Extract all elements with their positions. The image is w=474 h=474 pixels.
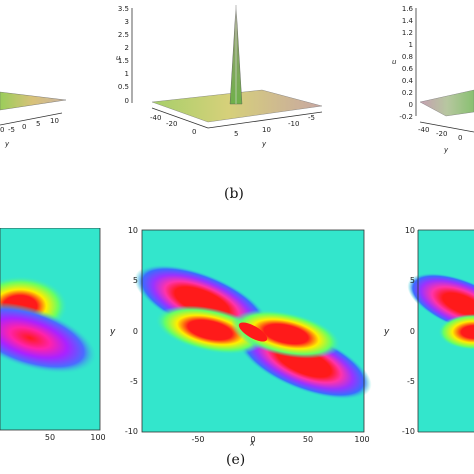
tick-bm-y-2: 0 <box>133 327 138 336</box>
axis-label-br-y: y <box>383 327 390 337</box>
tick-right-x-2: 0 <box>458 134 462 142</box>
axis-label-mid-u: u <box>116 54 121 62</box>
tick-mid-x-2: 0 <box>192 128 196 136</box>
tick-br-y-4: -10 <box>402 427 415 436</box>
tick-bm-y-4: -10 <box>125 427 138 436</box>
tick-bm-x-3: 100 <box>354 435 369 444</box>
axis-label-bm-y: y <box>110 327 116 337</box>
tick-mid-z-0: 3.5 <box>118 5 129 13</box>
tick-mid-z-3: 2 <box>125 44 129 52</box>
tick-br-y-2: 0 <box>410 327 415 336</box>
tick-right-z-1: 1.4 <box>402 17 414 25</box>
tick-mid-y-1: 10 <box>262 126 271 134</box>
surface-right <box>419 89 474 117</box>
tick-right-z-0: 1.6 <box>402 5 414 13</box>
tick-left-y-1: 0 <box>22 123 26 131</box>
tick-br-y-1: 5 <box>410 276 415 285</box>
tick-left-y-0: -5 <box>8 126 15 134</box>
tick-left-y-2: 5 <box>36 120 40 128</box>
caption-e: (e) <box>226 452 246 468</box>
tick-left-y-3: 10 <box>50 117 59 125</box>
tick-bm-x-2: 50 <box>303 435 313 444</box>
surface-plot-middle: 3.5 3 2.5 2 1.5 1 0.5 0 u -40 -20 0 5 10… <box>116 4 323 148</box>
tick-mid-x-1: -20 <box>166 120 177 128</box>
tick-bm-y-1: 5 <box>133 276 138 285</box>
tick-right-z-6: 0.4 <box>402 77 414 85</box>
tick-right-z-4: 0.8 <box>402 53 413 61</box>
tick-right-z-9: -0.2 <box>399 113 413 121</box>
density-plot-middle: 10 5 0 -5 -10 -50 0 50 100 y x <box>110 226 372 447</box>
density-plot-right: 10 5 0 -5 -10 y <box>383 226 474 436</box>
tick-bm-y-0: 10 <box>128 226 138 235</box>
tick-right-z-2: 1.2 <box>402 29 413 37</box>
tick-mid-z-6: 0.5 <box>118 83 129 91</box>
density-plot-left: 50 100 <box>0 228 106 442</box>
surface-mid <box>151 89 323 123</box>
tick-mid-y-3: -5 <box>308 114 315 122</box>
tick-right-z-5: 0.6 <box>402 65 414 73</box>
tick-br-y-3: -5 <box>407 377 415 386</box>
tick-mid-z-1: 3 <box>125 18 129 26</box>
axis-label-left-y: y <box>4 140 10 148</box>
tick-bm-x-0: -50 <box>191 435 204 444</box>
surface-left <box>0 91 67 111</box>
tick-mid-z-2: 2.5 <box>118 31 129 39</box>
tick-bm-x-1: 0 <box>250 435 255 444</box>
tick-mid-x-0: -40 <box>150 114 161 122</box>
tick-right-z-7: 0.2 <box>402 89 413 97</box>
surface-plot-left: -5 0 5 10 0 y <box>0 91 67 148</box>
tick-bl-x-1: 100 <box>90 433 105 442</box>
axis-label-right-u: u <box>392 58 397 66</box>
surface-plot-right: 1.6 1.4 1.2 1 0.8 0.6 0.4 0.2 0 -0.2 u -… <box>392 5 474 154</box>
axis-label-bm-x: x <box>249 439 255 447</box>
tick-mid-z-4: 1.5 <box>118 57 129 65</box>
tick-left-x-0: 0 <box>0 126 4 134</box>
tick-mid-y-0: 5 <box>234 130 238 138</box>
tick-mid-z-5: 1 <box>125 70 129 78</box>
tick-bm-y-3: -5 <box>130 377 138 386</box>
caption-b: (b) <box>224 186 244 202</box>
tick-right-x-0: -40 <box>418 126 429 134</box>
tick-right-z-8: 0 <box>409 101 413 109</box>
tick-right-x-1: -20 <box>436 130 447 138</box>
axis-label-mid-y: y <box>261 140 267 148</box>
tick-br-y-0: 10 <box>405 226 415 235</box>
tick-mid-y-2: -10 <box>288 120 299 128</box>
tick-mid-z-7: 0 <box>125 97 129 105</box>
axis-label-right-y: y <box>443 146 449 154</box>
tick-bl-x-0: 50 <box>45 433 55 442</box>
tick-right-z-3: 1 <box>409 41 413 49</box>
